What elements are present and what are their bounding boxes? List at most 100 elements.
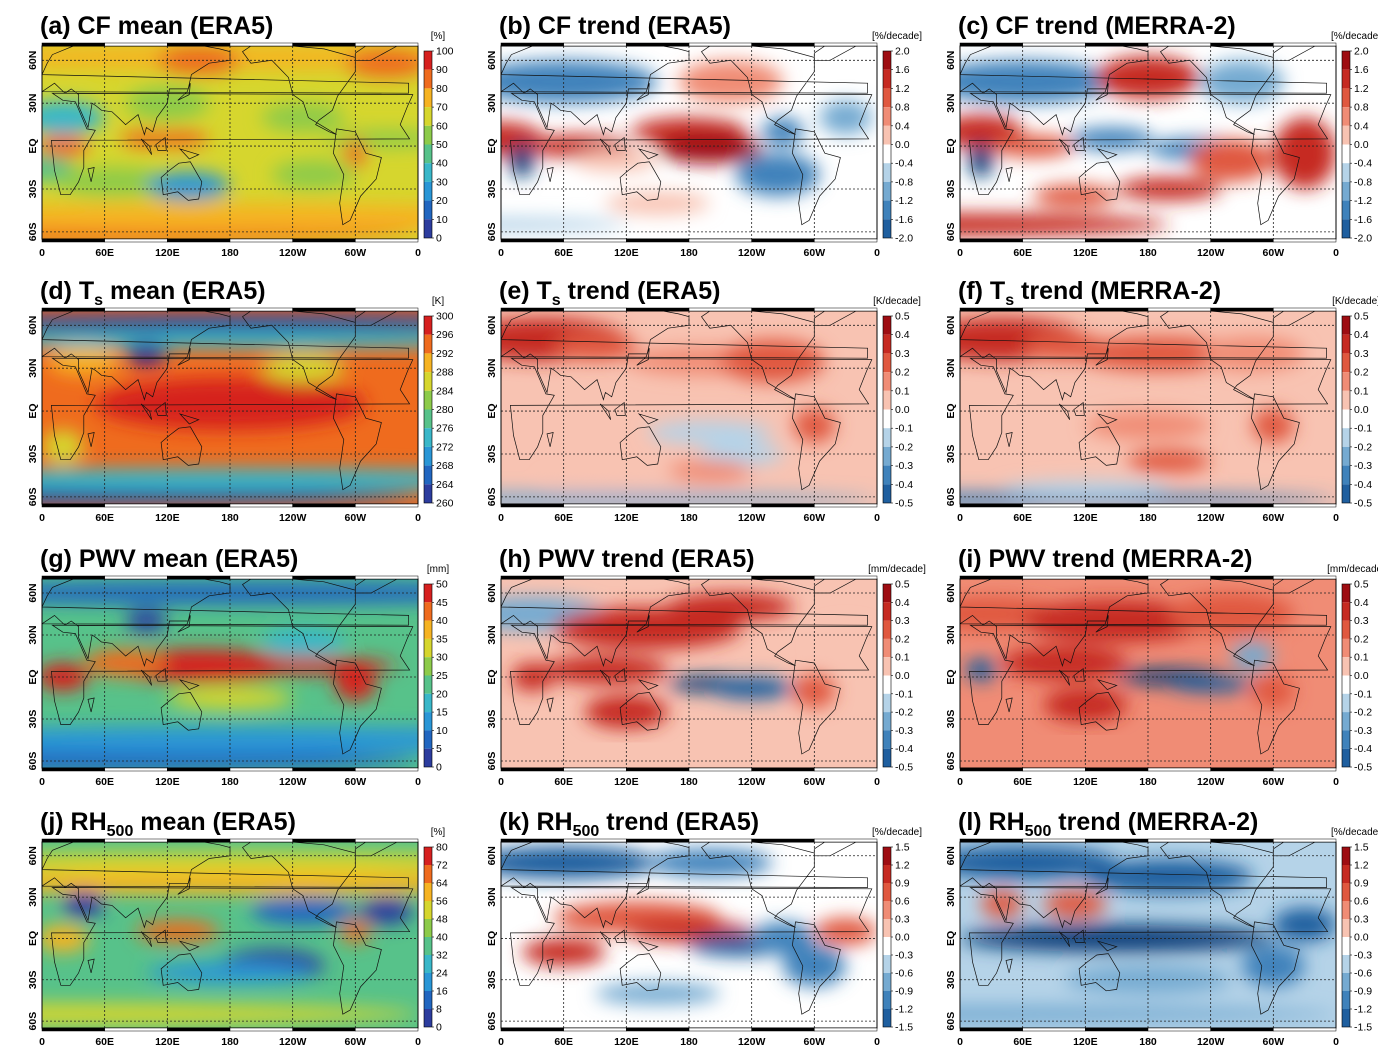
title-text: trend (MERRA-2): [1046, 545, 1253, 573]
lat-label: 30N: [486, 887, 498, 906]
colorbar-segment: [1342, 712, 1350, 731]
colorbar-tick: 1.2: [1354, 83, 1369, 95]
lon-label: 120W: [279, 776, 307, 788]
colorbar-segment: [1342, 1009, 1350, 1027]
colorbar-tick: 70: [436, 102, 448, 114]
colorbar-segment: [883, 657, 891, 676]
frame-bar: [292, 1027, 356, 1032]
colorbar-tick: 0.3: [1354, 615, 1369, 627]
lon-label: 0: [1333, 247, 1339, 259]
lon-label: 60W: [1263, 776, 1285, 788]
title-text: (a) CF: [40, 12, 111, 40]
frame-bar: [104, 1027, 168, 1032]
colorbar-tick: 1.5: [1354, 842, 1369, 854]
panel-ts_trend_era5: (e) Ts trend (ERA5)0 60E 120E 180 120W 60W 060…: [486, 277, 921, 524]
colorbar-segment: [883, 883, 891, 901]
colorbar-tick: 276: [436, 423, 454, 435]
colorbar-tick: -0.2: [895, 707, 913, 719]
frame-bar: [814, 1027, 878, 1032]
field-blob: [136, 920, 220, 943]
frame-bar: [626, 238, 690, 243]
frame-bar: [1147, 1027, 1211, 1032]
panel-title: (f) Ts trend (MERRA-2): [958, 277, 1221, 309]
frame-bar: [1022, 575, 1086, 580]
colorbar-tick: -0.5: [895, 762, 913, 774]
field-blob: [668, 593, 794, 621]
colorbar-tick: 60: [436, 120, 448, 132]
lat-label: 60S: [486, 752, 498, 771]
colorbar-tick: 0.5: [1354, 579, 1369, 591]
frame-bar: [1210, 1027, 1274, 1032]
colorbar-tick: 292: [436, 348, 454, 360]
lon-label: 0: [1333, 512, 1339, 524]
frame-bar: [500, 42, 564, 47]
colorbar-tick: 50: [436, 139, 448, 151]
lat-label: 30S: [27, 710, 39, 729]
colorbar-segment: [1342, 51, 1350, 70]
frame-bar: [167, 238, 231, 243]
lat-label: 30S: [945, 180, 957, 199]
lat-label: 60S: [945, 223, 957, 242]
lon-label: 60E: [554, 512, 573, 524]
lon-label: 60E: [95, 512, 114, 524]
field-blob: [647, 421, 773, 444]
lon-label: 60W: [1263, 1036, 1285, 1048]
frame-bar: [1210, 838, 1274, 843]
frame-bar: [104, 503, 168, 508]
title-subscript: s: [552, 292, 561, 309]
lon-label: 120W: [1197, 512, 1225, 524]
lon-label: 60E: [95, 247, 114, 259]
lon-label: 60W: [804, 776, 826, 788]
colorbar-segment: [883, 602, 891, 621]
lat-label: 60N: [486, 51, 498, 70]
lat-label: 30N: [945, 887, 957, 906]
colorbar-segment: [424, 730, 432, 749]
panel-rh500_trend_merra2: (l) RH500 trend (MERRA-2) 0 60E 120E 180 120W…: [945, 808, 1378, 1048]
field-blob: [146, 171, 231, 201]
lat-label: 30N: [27, 625, 39, 644]
field-blob: [605, 191, 710, 215]
lat-label: 30N: [945, 359, 957, 378]
colorbar-segment: [424, 584, 432, 603]
colorbar-segment: [883, 991, 891, 1009]
colorbar-segment: [883, 901, 891, 919]
colorbar-tick: 0.1: [1354, 385, 1369, 397]
title-text: mean (ERA5): [103, 277, 266, 305]
colorbar-segment: [424, 602, 432, 621]
colorbar-tick: -0.4: [895, 743, 913, 755]
colorbar-segment: [424, 955, 432, 973]
lon-label: 0: [874, 247, 880, 259]
frame-bar: [1210, 575, 1274, 580]
frame-bar: [292, 503, 356, 508]
colorbar-segment: [883, 465, 891, 485]
lat-label: 60N: [27, 583, 39, 602]
colorbar-segment: [424, 620, 432, 639]
colorbar-tick: 280: [436, 404, 454, 416]
lat-label: 60S: [945, 1012, 957, 1031]
colorbar-segment: [1342, 372, 1350, 391]
colorbar-unit: [%/decade]: [1331, 827, 1378, 838]
frame-bar: [104, 767, 168, 772]
colorbar-segment: [883, 693, 891, 713]
lat-label: EQ: [27, 138, 39, 153]
colorbar-tick: 0.4: [1354, 120, 1369, 132]
lat-label: 30N: [486, 359, 498, 378]
colorbar-unit: [K/decade]: [1332, 296, 1378, 307]
frame-bar: [41, 575, 105, 580]
colorbar-segment: [883, 107, 891, 126]
colorbar-tick: 90: [436, 64, 448, 76]
frame-bar: [751, 503, 815, 508]
colorbar-segment: [1342, 144, 1350, 164]
colorbar-segment: [1342, 69, 1350, 89]
lat-label: 60N: [486, 316, 498, 335]
lat-label: 60N: [27, 316, 39, 335]
title-text: (i) PWV: [958, 545, 1046, 573]
map-field: [42, 46, 418, 239]
panel-title: (c) CF trend (MERRA-2): [958, 12, 1236, 40]
colorbar-tick: 100: [436, 46, 454, 58]
title-text: trend (MERRA-2): [1029, 12, 1236, 40]
title-text: (c) CF: [958, 12, 1029, 40]
frame-bar: [1273, 575, 1337, 580]
colorbar-tick: 0.6: [1354, 896, 1369, 908]
field-blob: [42, 749, 418, 768]
